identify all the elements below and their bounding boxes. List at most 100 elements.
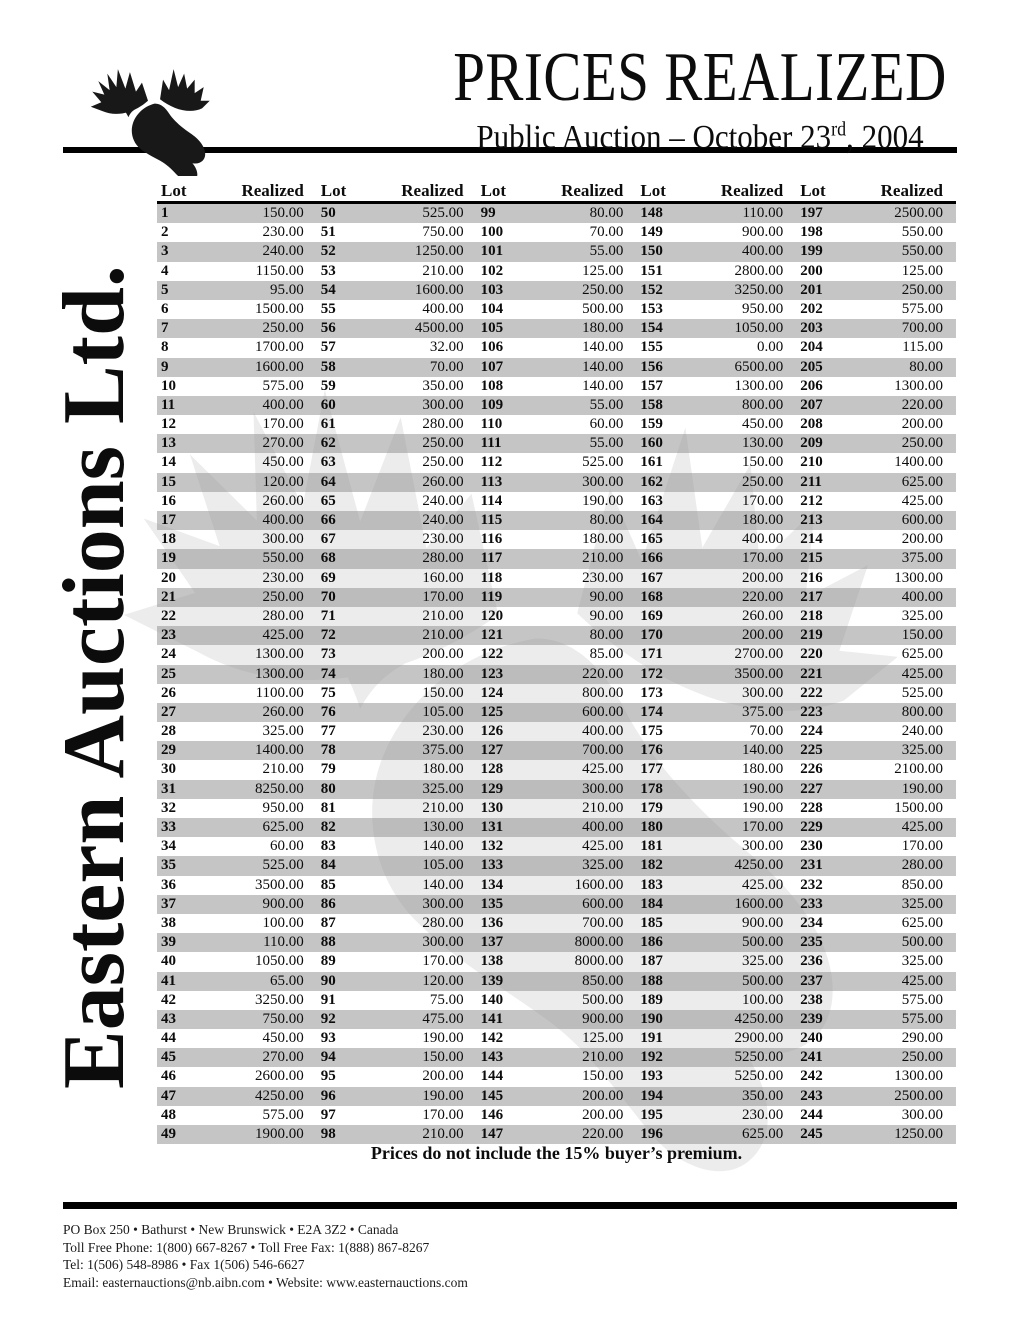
lot-cell: 197 [800,205,823,221]
realized-cell: 80.00 [589,512,624,528]
realized-cell: 230.00 [741,1106,784,1123]
realized-cell: 750.00 [422,224,464,241]
table-row: 22 280.00 71 210.00 120 90.00 169 260.00 218 325.… [157,607,956,626]
table-row: 43 750.00 92 475.00 141 900.00 190 4250.00 239 57… [157,1009,956,1030]
lot-cell: 189 [640,991,663,1008]
realized-cell: 425.00 [901,665,943,682]
table-row: 34 60.00 83 140.00 132 425.00 181 300.00 230 170.… [157,837,956,856]
lot-cell: 32 [161,799,176,816]
lot-cell: 34 [161,838,176,855]
lot-cell: 23 [161,627,176,644]
lot-cell: 168 [640,588,663,605]
realized-cell: 300.00 [901,1106,943,1123]
lot-cell: 161 [640,454,663,471]
table-row: 24 1300.00 73 200.00 122 85.00 171 2700.00 220 62… [157,645,956,664]
lot-cell: 122 [480,646,504,663]
realized-cell: 85.00 [589,646,624,663]
table-row: 28 325.00 77 230.00 126 400.00 175 70.00 224 240.… [157,722,956,741]
lot-cell: 72 [320,627,336,644]
table-row: 8 1700.00 57 32.00 106 140.00 155 0.00 204 115.00 [157,338,956,357]
realized-header: Realized [720,181,784,200]
lot-cell: 163 [640,492,663,509]
lot-cell: 166 [640,550,663,567]
lot-cell: 103 [480,281,504,298]
lot-cell: 174 [640,703,663,720]
lot-cell: 219 [800,627,823,644]
lot-cell: 85 [320,876,336,893]
lot-cell: 126 [480,723,504,740]
lot-cell: 157 [640,377,663,394]
realized-cell: 115.00 [902,339,943,356]
realized-cell: 150.00 [422,684,464,701]
realized-cell: 1050.00 [734,320,784,337]
realized-cell: 2100.00 [894,761,943,778]
lot-cell: 205 [800,358,823,375]
table-row: 2 230.00 51 750.00 100 70.00 149 900.00 198 550.0… [157,223,956,242]
realized-cell: 1250.00 [894,1126,943,1142]
lot-cell: 65 [320,492,336,509]
table-row: 27 260.00 76 105.00 125 600.00 174 375.00 223 800… [157,702,956,723]
realized-cell: 4500.00 [414,320,464,337]
realized-cell: 210.00 [582,1049,624,1066]
lot-cell: 14 [161,454,176,471]
realized-cell: 300.00 [262,531,304,548]
realized-cell: 190.00 [741,799,784,816]
lot-cell: 232 [800,876,823,893]
realized-cell: 400.00 [901,588,943,605]
lot-cell: 215 [800,550,823,567]
lot-cell: 143 [480,1049,504,1066]
realized-cell: 280.00 [262,607,304,624]
lot-cell: 194 [640,1087,663,1104]
realized-cell: 210.00 [422,262,464,279]
realized-cell: 325.00 [901,895,943,912]
realized-cell: 240.00 [262,243,304,260]
lot-cell: 8 [161,339,169,356]
realized-cell: 425.00 [901,492,943,509]
realized-header: Realized [561,181,624,200]
lot-cell: 179 [640,799,663,816]
realized-cell: 1100.00 [255,684,304,701]
realized-cell: 55.00 [589,435,624,452]
realized-cell: 70.00 [429,358,464,375]
realized-cell: 575.00 [901,300,943,317]
realized-cell: 600.00 [582,895,624,912]
realized-cell: 150.00 [901,627,943,644]
lot-cell: 38 [161,914,176,931]
lot-cell: 241 [800,1049,823,1066]
lot-cell: 16 [161,492,176,509]
table-row: 49 1900.00 98 210.00 147 220.00 196 625.00 245 12… [157,1125,956,1145]
realized-cell: 270.00 [262,435,304,452]
table-row: 45 270.00 94 150.00 143 210.00 192 5250.00 241 25… [157,1048,956,1068]
lot-cell: 40 [161,953,176,970]
realized-cell: 180.00 [741,761,784,778]
table-row: 25 1300.00 74 180.00 123 220.00 172 3500.00 221 4… [157,664,956,684]
table-row: 46 2600.00 95 200.00 144 150.00 193 5250.00 242 1… [157,1067,956,1086]
lot-cell: 36 [161,876,176,893]
table-row: 5 95.00 54 1600.00 103 250.00 152 3250.00 201 250… [157,280,956,300]
realized-cell: 210.00 [582,799,624,816]
realized-cell: 3250.00 [734,281,784,298]
realized-cell: 900.00 [741,914,784,931]
table-row: 42 3250.00 91 75.00 140 500.00 189 100.00 238 575… [157,991,956,1010]
realized-cell: 400.00 [422,300,464,317]
lot-cell: 153 [640,300,663,317]
lot-cell: 97 [320,1106,336,1123]
realized-cell: 800.00 [582,684,624,701]
lot-cell: 114 [480,492,503,509]
realized-cell: 180.00 [582,320,624,337]
table-row: 31 8250.00 80 325.00 129 300.00 178 190.00 227 19… [157,779,956,799]
realized-cell: 1600.00 [734,895,784,912]
realized-cell: 180.00 [422,761,464,778]
realized-cell: 280.00 [422,416,464,433]
realized-cell: 1500.00 [894,799,943,816]
lot-cell: 25 [161,665,176,682]
lot-cell: 79 [320,761,336,778]
lot-cell: 242 [800,1068,823,1085]
realized-cell: 8000.00 [574,934,624,951]
price-table-body: 1 150.00 50 525.00 99 80.00 148 110.00 197 2500.0… [157,204,956,1145]
lot-cell: 58 [320,358,336,375]
lot-cell: 115 [480,512,503,528]
realized-cell: 200.00 [901,531,943,548]
realized-cell: 210.00 [422,799,464,816]
lot-cell: 87 [320,914,336,931]
